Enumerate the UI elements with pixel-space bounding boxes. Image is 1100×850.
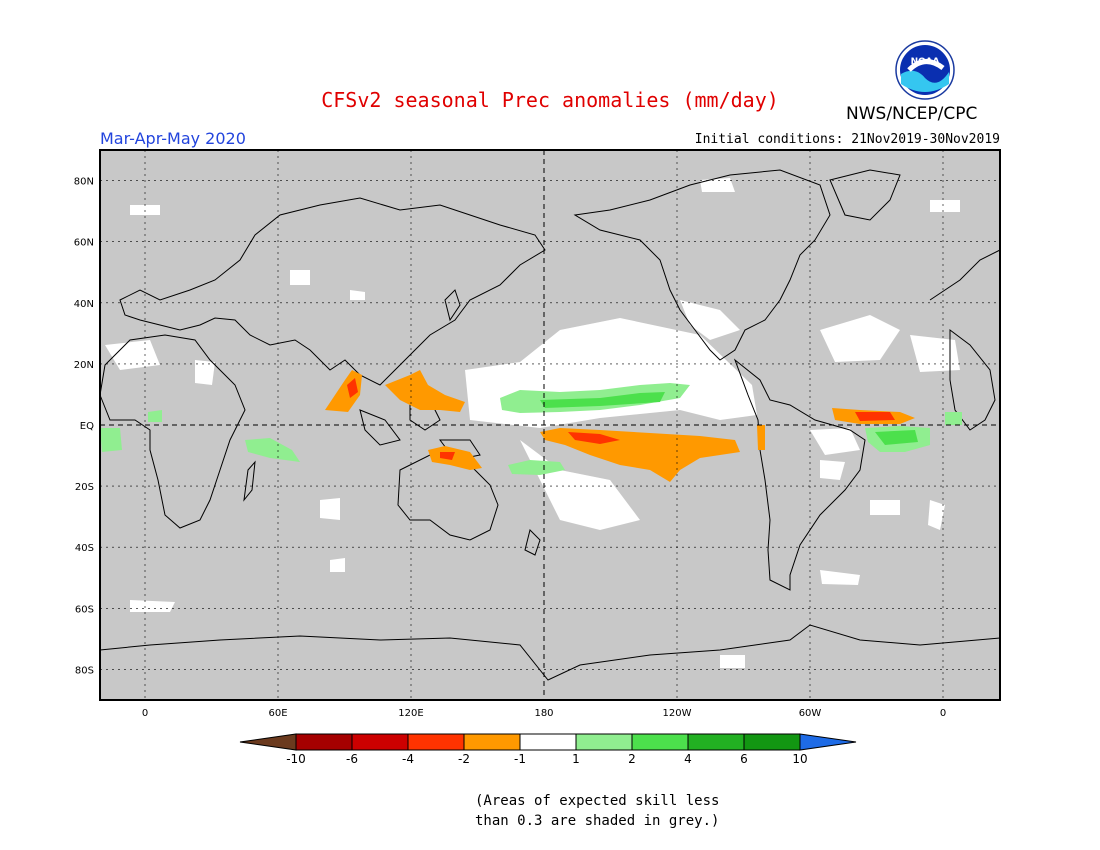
lon-label: 120W: [663, 708, 692, 719]
precip-anomaly-shading: [100, 370, 962, 482]
colorbar-box: [743, 733, 801, 751]
lon-label: 0: [142, 708, 148, 719]
org-label: NWS/NCEP/CPC: [846, 104, 978, 124]
colorbar-tick-label: 4: [684, 752, 692, 766]
lat-label: 80N: [74, 177, 94, 188]
green-anomaly-south-pacific: [508, 460, 565, 475]
colorbar-box: [631, 733, 689, 751]
lat-label: 40N: [74, 299, 94, 310]
colorbar-tick-label: -6: [346, 752, 358, 766]
colorbar-tick-label: 6: [740, 752, 748, 766]
red-anomaly-indian: [347, 378, 358, 398]
footnote-line-1: (Areas of expected skill less: [475, 793, 720, 809]
colorbar-tick-label: 10: [792, 752, 807, 766]
red-anomaly-png: [440, 452, 455, 460]
lat-label: 20N: [74, 360, 94, 371]
colorbar-box: [519, 733, 577, 751]
green-anomaly-small: [148, 410, 162, 422]
green-anomaly-indian-west: [245, 438, 300, 462]
lat-label: 20S: [75, 482, 94, 493]
green-anomaly-atlantic-core: [875, 430, 918, 445]
lon-label: 60W: [799, 708, 822, 719]
green-anomaly-east-atlantic: [945, 412, 962, 425]
colorbar-tick-label: 1: [572, 752, 580, 766]
colorbar-tick-label: -4: [402, 752, 414, 766]
logo-text: NOAA: [911, 57, 940, 67]
footnote: (Areas of expected skill less than 0.3 a…: [475, 791, 719, 831]
green-anomaly-itcz-core: [540, 392, 665, 408]
lon-label: 60E: [268, 708, 287, 719]
coastlines: [99, 169, 1001, 681]
lon-label: 0: [940, 708, 946, 719]
initial-conditions-label: Initial conditions: 21Nov2019-30Nov2019: [694, 132, 1000, 147]
colorbar-box: [687, 733, 745, 751]
red-anomaly-central-pacific: [568, 432, 620, 444]
colorbar-tick-label: -2: [458, 752, 470, 766]
colorbar-box: [575, 733, 633, 751]
latitude-labels: 80N 60N 40N 20N EQ 20S 40S 60S 80S: [74, 177, 94, 677]
green-anomaly-africa-west: [100, 428, 122, 452]
colorbar-box: [295, 733, 353, 751]
red-anomaly-atlantic: [855, 412, 895, 421]
lon-label: 180: [534, 708, 553, 719]
lat-label: 60S: [75, 604, 94, 615]
colorbar-right-arrow: [799, 733, 857, 751]
chart-title: CFSv2 seasonal Prec anomalies (mm/day): [321, 88, 779, 112]
colorbar-box: [351, 733, 409, 751]
colorbar-tick-label: -1: [514, 752, 526, 766]
colorbar: [239, 733, 857, 751]
lat-label: 40S: [75, 543, 94, 554]
colorbar-left-arrow: [239, 733, 297, 751]
orange-anomaly-philippines: [385, 370, 465, 412]
colorbar-tick-labels: -10 -6 -4 -2 -1 1 2 4 6 10: [286, 752, 807, 766]
map-frame: [99, 149, 1001, 701]
colorbar-tick-label: 2: [628, 752, 636, 766]
map-gridlines: [100, 150, 1000, 700]
lat-label: EQ: [80, 421, 94, 432]
lat-label: 60N: [74, 238, 94, 249]
colorbar-tick-label: -10: [286, 752, 306, 766]
colorbar-box: [463, 733, 521, 751]
season-label: Mar-Apr-May 2020: [100, 129, 246, 148]
lon-label: 120E: [398, 708, 423, 719]
noaa-logo-icon: NOAA: [895, 40, 955, 100]
footnote-line-2: than 0.3 are shaded in grey.): [475, 813, 720, 829]
lat-label: 80S: [75, 665, 94, 676]
colorbar-box: [407, 733, 465, 751]
orange-anomaly-peru: [757, 425, 765, 450]
longitude-labels: 0 60E 120E 180 120W 60W 0: [142, 708, 946, 719]
